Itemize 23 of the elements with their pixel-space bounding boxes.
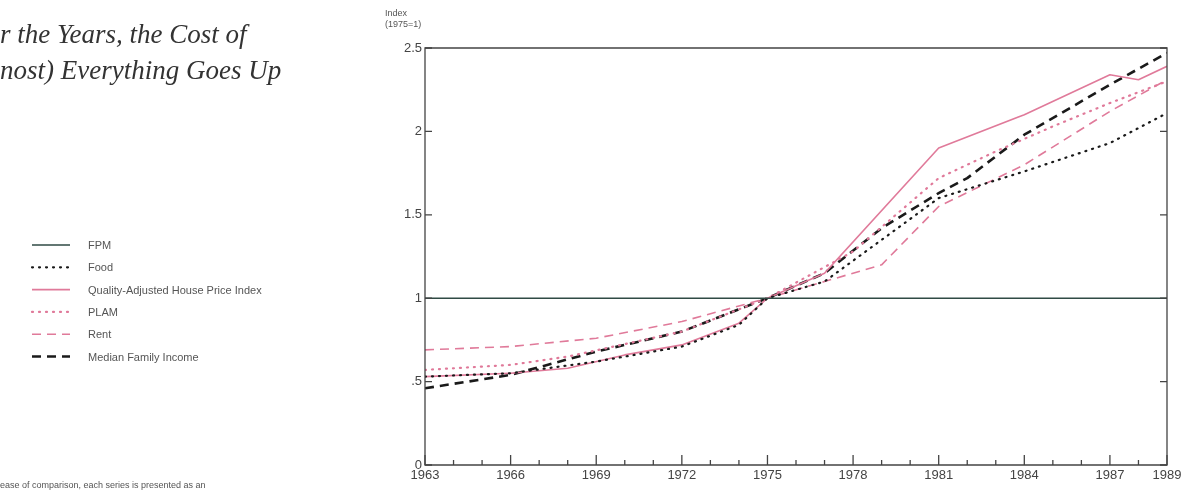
- x-tick-label: 1984: [1009, 467, 1039, 483]
- x-tick-label: 1989: [1152, 467, 1182, 483]
- legend-label: PLAM: [88, 305, 118, 318]
- x-tick-label: 1978: [838, 467, 868, 483]
- y-tick-label: 2: [414, 122, 422, 138]
- x-tick-label: 1975: [753, 467, 782, 483]
- y-tick-label: 1: [414, 289, 422, 305]
- legend-label: FPM: [88, 239, 112, 251]
- y-tick-label: 1.5: [403, 206, 422, 222]
- x-tick-label: 1981: [924, 467, 954, 483]
- legend-label: Quality-Adjusted House Price Index: [88, 283, 263, 296]
- legend-label: Food: [88, 261, 114, 274]
- legend-label: Median Family Income: [88, 350, 199, 363]
- text: ease of comparison, each series is presented as an: [0, 480, 206, 490]
- y-axis-title: Index (1975=1): [385, 8, 422, 29]
- text: r the Years, the Cost of nost) Everything Goes Up: [0, 19, 282, 85]
- legend-label: Rent: [88, 328, 112, 341]
- x-tick-label: 1987: [1095, 467, 1125, 483]
- y-tick-label: .5: [411, 373, 422, 389]
- x-tick-label: 1969: [581, 467, 611, 483]
- x-tick-label: 1972: [667, 467, 697, 483]
- y-tick-label: 2.5: [403, 39, 422, 55]
- x-tick-label: 1966: [496, 467, 526, 483]
